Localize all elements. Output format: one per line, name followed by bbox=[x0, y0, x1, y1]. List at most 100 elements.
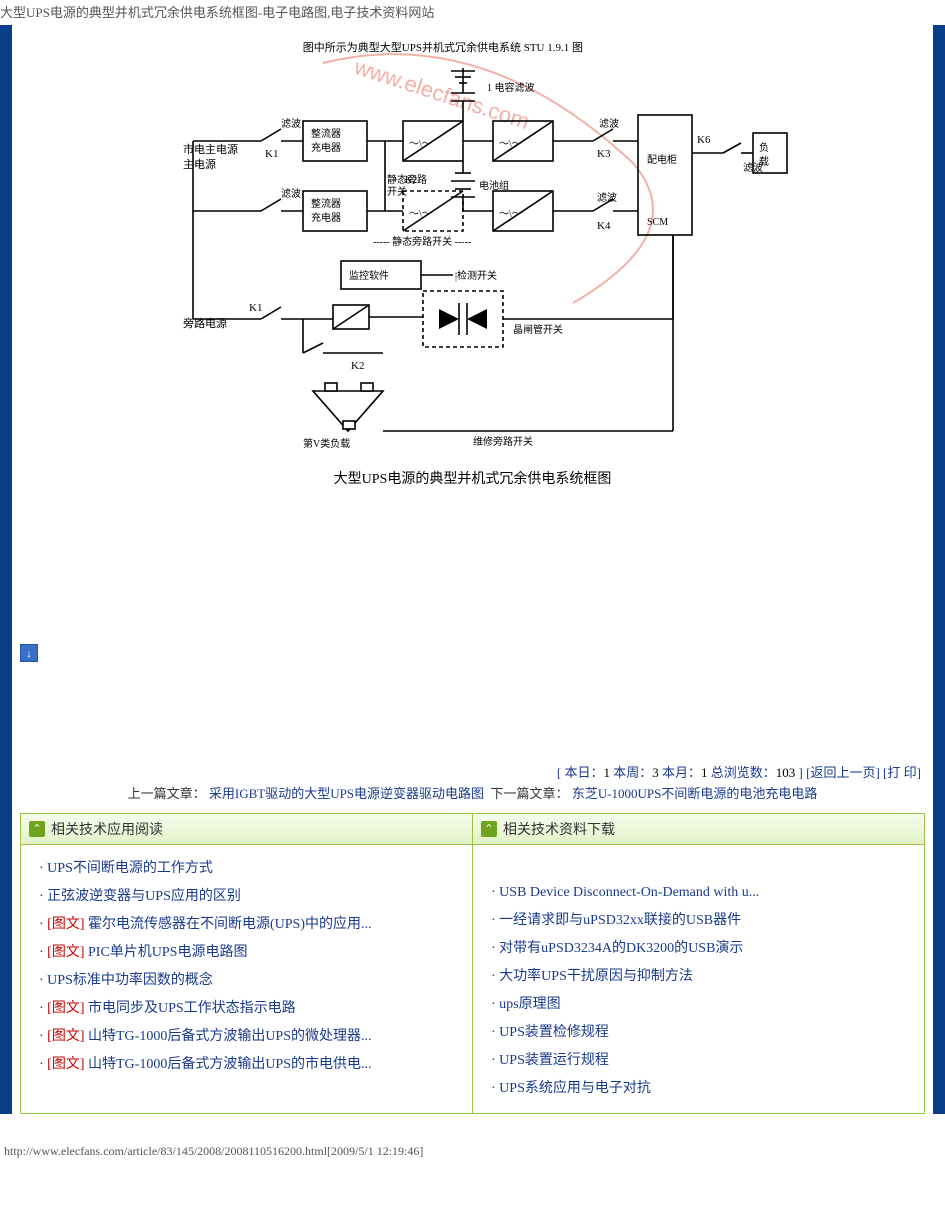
article-link[interactable]: UPS标准中功率因数的概念 bbox=[47, 973, 213, 988]
bullet-icon: · bbox=[491, 1081, 499, 1096]
svg-text:负: 负 bbox=[759, 141, 769, 154]
image-tag[interactable]: [图文] bbox=[47, 1029, 88, 1044]
list-item: · USB Device Disconnect-On-Demand with u… bbox=[491, 879, 910, 907]
list-item: · 大功率UPS干扰原因与抑制方法 bbox=[491, 963, 910, 991]
svg-text:维修旁路开关: 维修旁路开关 bbox=[473, 435, 533, 448]
related-lists: · UPS不间断电源的工作方式· 正弦波逆变器与UPS应用的区别· [图文] 霍… bbox=[20, 845, 925, 1114]
image-tag[interactable]: [图文] bbox=[47, 917, 88, 932]
image-tag[interactable]: [图文] bbox=[47, 1057, 88, 1072]
article-link[interactable]: 山特TG-1000后备式方波输出UPS的微处理器... bbox=[88, 1029, 372, 1044]
image-tag[interactable]: [图文] bbox=[47, 1001, 88, 1016]
bullet-icon: · bbox=[491, 1053, 499, 1068]
svg-text:滤波: 滤波 bbox=[597, 191, 617, 204]
svg-text:|检测开关: |检测开关 bbox=[455, 269, 497, 282]
download-link[interactable]: 一经请求即与uPSD32xx联接的USB器件 bbox=[499, 913, 741, 928]
bullet-icon: · bbox=[39, 1001, 47, 1016]
footer-url: http://www.elecfans.com/article/83/145/2… bbox=[0, 1114, 945, 1165]
list-item: · 对带有uPSD3234A的DK3200的USB演示 bbox=[491, 935, 910, 963]
bullet-icon: · bbox=[491, 941, 499, 956]
print-link[interactable]: 打 印 bbox=[887, 765, 916, 780]
svg-text:第V类负载: 第V类负载 bbox=[303, 437, 350, 450]
image-tag[interactable]: [图文] bbox=[47, 945, 88, 960]
today-value: 1 bbox=[603, 765, 610, 780]
article-link[interactable]: UPS不间断电源的工作方式 bbox=[47, 861, 213, 876]
list-item: · [图文] 山特TG-1000后备式方波输出UPS的市电供电... bbox=[39, 1051, 458, 1079]
svg-text:滤波: 滤波 bbox=[281, 187, 301, 200]
ad-badge-icon[interactable]: ↓ bbox=[20, 644, 38, 662]
back-link[interactable]: 返回上一页 bbox=[810, 765, 875, 780]
article-link[interactable]: 山特TG-1000后备式方波输出UPS的市电供电... bbox=[88, 1057, 372, 1072]
svg-text:K6: K6 bbox=[697, 134, 711, 146]
today-label: 本日： bbox=[564, 765, 603, 780]
week-value: 3 bbox=[652, 765, 659, 780]
download-link[interactable]: ups原理图 bbox=[499, 997, 560, 1012]
bullet-icon: · bbox=[491, 885, 499, 900]
list-item: · ups原理图 bbox=[491, 991, 910, 1019]
svg-text:晶闸管开关: 晶闸管开关 bbox=[513, 323, 563, 336]
prev-next-nav: 上一篇文章： 采用IGBT驱动的大型UPS电源逆变器驱动电路图 下一篇文章： 东… bbox=[20, 783, 925, 805]
next-article-link[interactable]: 东芝U-1000UPS不间断电源的电池充电电路 bbox=[572, 786, 818, 801]
diagram-caption: 大型UPS电源的典型并机式冗余供电系统框图 bbox=[20, 468, 925, 488]
ups-block-diagram: www.elecfans.com 图中所示为典型大型UPS并机式冗余供电系统 S… bbox=[153, 33, 793, 453]
svg-text:K1: K1 bbox=[265, 148, 278, 160]
svg-text:电池组: 电池组 bbox=[479, 179, 509, 192]
list-item: · UPS不间断电源的工作方式 bbox=[39, 855, 458, 883]
svg-text:K4: K4 bbox=[597, 220, 611, 232]
circuit-diagram: www.elecfans.com 图中所示为典型大型UPS并机式冗余供电系统 S… bbox=[20, 25, 925, 462]
list-item: · [图文] 市电同步及UPS工作状态指示电路 bbox=[39, 995, 458, 1023]
main-frame: www.elecfans.com 图中所示为典型大型UPS并机式冗余供电系统 S… bbox=[0, 25, 945, 1114]
total-label: 总浏览数： bbox=[711, 765, 776, 780]
download-link[interactable]: 对带有uPSD3234A的DK3200的USB演示 bbox=[499, 941, 743, 956]
list-item: · 正弦波逆变器与UPS应用的区别 bbox=[39, 883, 458, 911]
article-link[interactable]: PIC单片机UPS电源电路图 bbox=[88, 945, 247, 960]
month-label: 本月： bbox=[662, 765, 701, 780]
bullet-icon: · bbox=[39, 889, 47, 904]
section-header-right: ⌃ 相关技术资料下载 bbox=[473, 813, 925, 845]
svg-text:图中所示为典型大型UPS并机式冗余供电系统 STU 1.9: 图中所示为典型大型UPS并机式冗余供电系统 STU 1.9.1 图 bbox=[302, 40, 582, 54]
article-link[interactable]: 市电同步及UPS工作状态指示电路 bbox=[88, 1001, 296, 1016]
list-item: · UPS装置运行规程 bbox=[491, 1047, 910, 1075]
total-value: 103 bbox=[776, 765, 796, 780]
next-label: 下一篇文章： bbox=[491, 786, 569, 801]
stats-line: [ 本日：1 本周：3 本月：1 总浏览数：103 ] [返回上一页] [打 印… bbox=[20, 762, 921, 781]
bullet-icon: · bbox=[39, 861, 47, 876]
bullet-icon: · bbox=[39, 1029, 47, 1044]
svg-text:～\～: ～\～ bbox=[499, 139, 522, 150]
svg-text:市电主电源: 市电主电源 bbox=[183, 142, 238, 156]
list-item: · [图文] PIC单片机UPS电源电路图 bbox=[39, 939, 458, 967]
related-reading-list: · UPS不间断电源的工作方式· 正弦波逆变器与UPS应用的区别· [图文] 霍… bbox=[21, 845, 472, 1113]
svg-text:整流器: 整流器 bbox=[311, 197, 341, 210]
download-link[interactable]: UPS装置检修规程 bbox=[499, 1025, 609, 1040]
prev-article-link[interactable]: 采用IGBT驱动的大型UPS电源逆变器驱动电路图 bbox=[209, 786, 484, 801]
download-link[interactable]: UPS装置运行规程 bbox=[499, 1053, 609, 1068]
download-link[interactable]: 大功率UPS干扰原因与抑制方法 bbox=[499, 969, 693, 984]
related-download-list: · USB Device Disconnect-On-Demand with u… bbox=[472, 845, 924, 1113]
bullet-icon: · bbox=[491, 997, 499, 1012]
chevron-up-icon: ⌃ bbox=[481, 821, 497, 837]
bullet-icon: · bbox=[39, 1057, 47, 1072]
svg-text:旁路电源: 旁路电源 bbox=[183, 316, 227, 330]
month-value: 1 bbox=[701, 765, 708, 780]
download-link[interactable]: USB Device Disconnect-On-Demand with u..… bbox=[499, 885, 759, 900]
week-label: 本周： bbox=[613, 765, 652, 780]
svg-text:滤波: 滤波 bbox=[599, 117, 619, 130]
article-link[interactable]: 霍尔电流传感器在不间断电源(UPS)中的应用... bbox=[88, 917, 372, 932]
bullet-icon: · bbox=[491, 913, 499, 928]
svg-text:载: 载 bbox=[759, 156, 769, 168]
svg-text:滤波: 滤波 bbox=[281, 117, 301, 130]
list-item: · [图文] 霍尔电流传感器在不间断电源(UPS)中的应用... bbox=[39, 911, 458, 939]
section-right-title: 相关技术资料下载 bbox=[503, 819, 615, 839]
page-header: 大型UPS电源的典型并机式冗余供电系统框图-电子电路图,电子技术资料网站 bbox=[0, 0, 945, 25]
article-link[interactable]: 正弦波逆变器与UPS应用的区别 bbox=[47, 889, 241, 904]
svg-text:1 电容滤波: 1 电容滤波 bbox=[487, 81, 535, 94]
download-link[interactable]: UPS系统应用与电子对抗 bbox=[499, 1081, 651, 1096]
svg-text:配电柜: 配电柜 bbox=[647, 153, 677, 166]
section-header-left: ⌃ 相关技术应用阅读 bbox=[20, 813, 473, 845]
bullet-icon: · bbox=[39, 917, 47, 932]
list-item: · [图文] 山特TG-1000后备式方波输出UPS的微处理器... bbox=[39, 1023, 458, 1051]
ad-placeholder: ↓ bbox=[20, 498, 925, 758]
svg-text:K2: K2 bbox=[405, 175, 417, 186]
svg-text:K3: K3 bbox=[597, 148, 611, 160]
svg-text:充电器: 充电器 bbox=[311, 141, 341, 154]
prev-label: 上一篇文章： bbox=[128, 786, 206, 801]
